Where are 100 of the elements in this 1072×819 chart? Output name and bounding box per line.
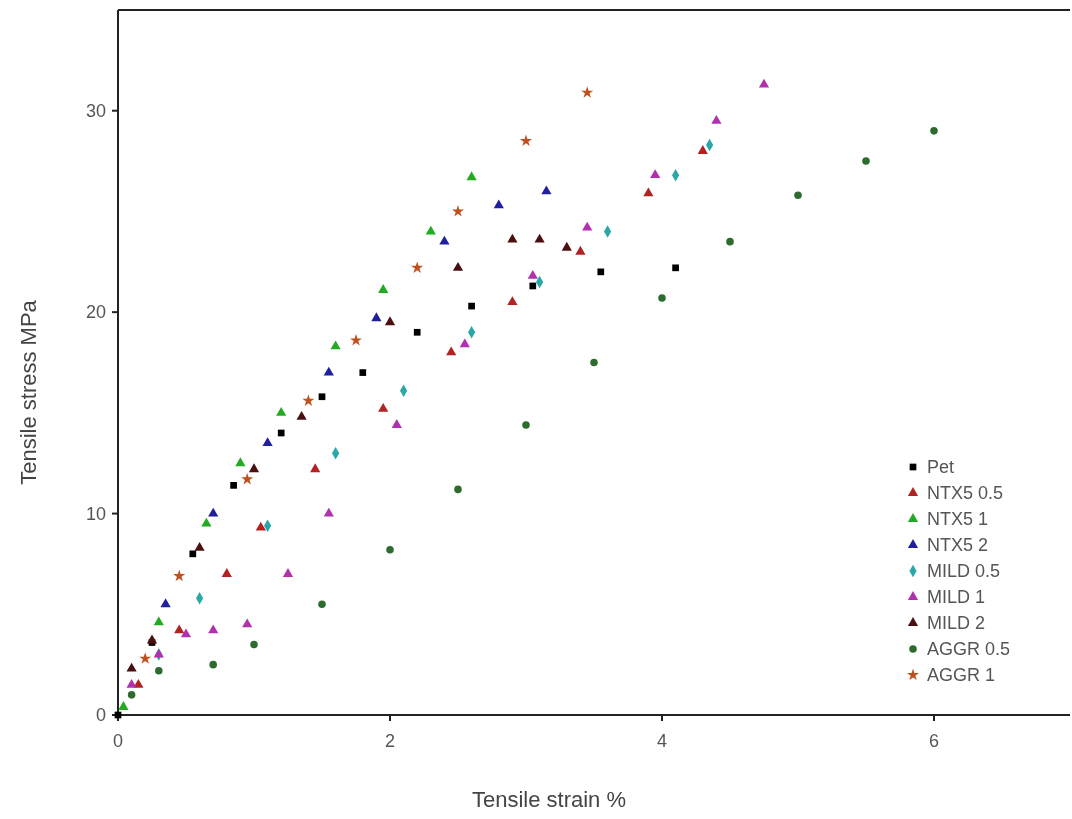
point	[697, 145, 708, 154]
point	[411, 261, 424, 273]
point	[242, 618, 253, 628]
point	[452, 261, 464, 271]
point	[386, 546, 394, 554]
point	[575, 245, 586, 255]
point	[378, 402, 389, 412]
point	[371, 312, 382, 322]
point	[282, 568, 294, 577]
point	[255, 521, 266, 531]
point	[146, 634, 158, 644]
point	[302, 394, 315, 406]
point	[522, 421, 530, 429]
legend-label: MILD 2	[927, 613, 986, 634]
point	[250, 640, 258, 649]
point	[296, 411, 307, 420]
x-axis-title: Tensile strain %	[471, 787, 627, 812]
point	[590, 358, 598, 367]
point	[519, 134, 533, 147]
point	[118, 701, 129, 710]
y-tick-label: 20	[85, 302, 106, 323]
point	[310, 463, 321, 473]
point	[446, 346, 457, 356]
y-axis-title: Tensile stress MPa	[16, 299, 41, 485]
point	[323, 507, 334, 517]
point	[153, 616, 164, 626]
point	[527, 270, 538, 279]
point	[208, 507, 219, 517]
point	[127, 691, 136, 699]
point	[493, 199, 504, 209]
point	[454, 485, 462, 494]
point	[126, 662, 137, 672]
point	[413, 328, 421, 336]
point	[201, 517, 212, 527]
point	[194, 541, 205, 551]
point	[459, 338, 470, 348]
point	[318, 393, 326, 401]
point	[189, 550, 197, 558]
point	[318, 600, 326, 608]
legend-label: AGGR 1	[927, 665, 996, 686]
point	[541, 185, 552, 195]
point	[425, 225, 436, 235]
point	[466, 171, 477, 181]
point	[248, 463, 260, 473]
point	[155, 666, 163, 675]
point	[391, 419, 402, 428]
legend-label: AGGR 0.5	[927, 639, 1011, 660]
point	[330, 340, 341, 350]
point	[862, 157, 870, 165]
point	[126, 678, 137, 688]
point	[561, 241, 572, 251]
point	[672, 264, 679, 272]
y-tick-label: 10	[85, 503, 106, 524]
point	[726, 237, 734, 246]
point	[534, 233, 545, 243]
point	[439, 235, 450, 245]
point	[349, 334, 363, 346]
point	[384, 316, 396, 326]
point	[139, 652, 152, 664]
x-tick-label: 4	[656, 731, 668, 751]
point	[276, 406, 287, 416]
point	[468, 302, 475, 310]
point	[230, 482, 237, 489]
point	[650, 169, 661, 179]
point	[507, 233, 518, 243]
point	[209, 660, 217, 669]
point	[262, 437, 273, 447]
point	[507, 296, 518, 306]
point	[658, 294, 666, 302]
point	[208, 624, 219, 634]
point	[180, 628, 192, 638]
x-tick-label: 0	[112, 731, 124, 751]
point	[235, 457, 246, 467]
legend-label: NTX5 2	[927, 535, 989, 556]
legend-label: NTX5 0.5	[927, 483, 1004, 504]
y-tick-label: 0	[95, 705, 106, 726]
point	[930, 127, 938, 135]
point	[581, 86, 594, 98]
point	[451, 205, 465, 217]
point	[529, 282, 537, 290]
legend-label: Pet	[927, 457, 955, 478]
legend-label: MILD 0.5	[927, 561, 1001, 582]
point	[173, 569, 186, 582]
point	[643, 187, 654, 197]
point	[794, 191, 802, 200]
point	[323, 366, 334, 376]
point	[160, 598, 171, 608]
x-tick-label: 2	[384, 731, 396, 751]
point	[221, 568, 232, 577]
y-tick-label: 30	[85, 101, 106, 122]
point	[597, 268, 605, 276]
point	[241, 473, 254, 485]
point	[277, 429, 285, 437]
point	[711, 114, 722, 124]
legend-label: MILD 1	[927, 587, 986, 608]
point	[359, 369, 367, 376]
x-tick-label: 6	[928, 731, 940, 751]
legend-label: NTX5 1	[927, 509, 989, 530]
point	[378, 284, 389, 293]
point	[174, 624, 185, 634]
